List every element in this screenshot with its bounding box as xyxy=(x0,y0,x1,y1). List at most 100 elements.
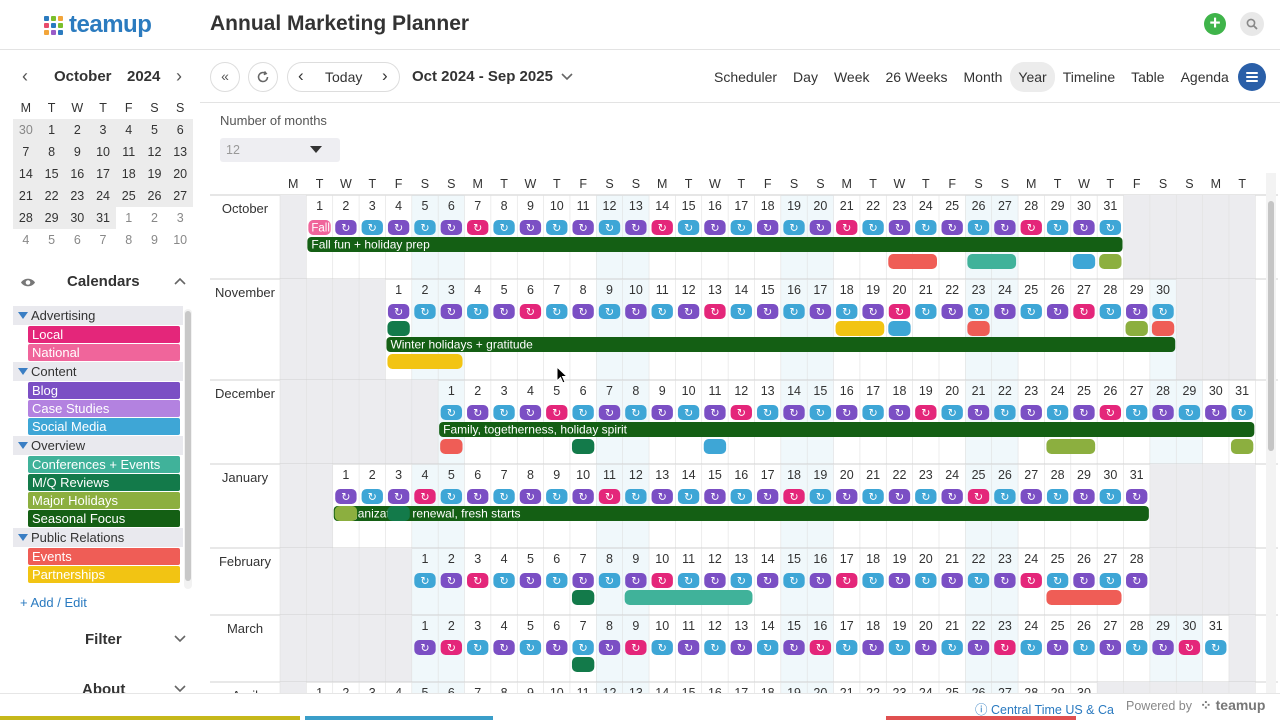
event-chip[interactable] xyxy=(467,573,489,588)
event-chip[interactable] xyxy=(493,640,515,655)
add-event-button[interactable]: + xyxy=(1204,13,1226,35)
mini-day[interactable]: 18 xyxy=(115,163,142,185)
event-chip[interactable] xyxy=(703,439,727,454)
event-chip[interactable] xyxy=(387,220,410,235)
mini-day[interactable]: 20 xyxy=(167,163,194,185)
event-chip[interactable] xyxy=(440,304,463,319)
event-chip[interactable] xyxy=(994,220,1016,235)
event-chip[interactable] xyxy=(836,304,858,319)
event-chip[interactable] xyxy=(836,640,858,655)
event-chip[interactable] xyxy=(888,321,911,336)
view-month-button[interactable]: Month xyxy=(963,69,1003,85)
filter-section[interactable]: Filter xyxy=(85,631,122,648)
menu-button[interactable] xyxy=(1238,63,1266,91)
eye-icon[interactable] xyxy=(20,277,36,288)
event-chip[interactable] xyxy=(888,489,911,504)
event-chip[interactable] xyxy=(1099,573,1122,588)
event-chip[interactable] xyxy=(1230,439,1254,454)
event-chip[interactable] xyxy=(651,405,673,420)
event-chip[interactable] xyxy=(651,220,673,235)
mini-day[interactable]: 16 xyxy=(64,163,91,185)
event-chip[interactable] xyxy=(546,220,568,235)
event-chip[interactable] xyxy=(625,489,647,504)
mini-day[interactable]: 1 xyxy=(38,119,65,141)
search-button[interactable] xyxy=(1240,12,1264,36)
calendar-item[interactable]: Events xyxy=(28,548,180,565)
event-chip[interactable] xyxy=(994,640,1016,655)
event-chip[interactable] xyxy=(835,321,885,336)
calendar-group[interactable]: Overview xyxy=(13,436,183,455)
collapse-sidebar-button[interactable]: « xyxy=(210,62,240,92)
event-chip[interactable] xyxy=(493,489,515,504)
event-chip[interactable] xyxy=(1020,405,1042,420)
event-chip[interactable] xyxy=(809,489,832,504)
event-chip[interactable] xyxy=(1073,405,1095,420)
event-chip[interactable] xyxy=(783,489,805,504)
event-chip[interactable] xyxy=(571,439,595,454)
event-chip[interactable] xyxy=(756,640,779,655)
event-chip[interactable] xyxy=(967,405,990,420)
calendar-item[interactable]: Conferences + Events xyxy=(28,456,180,473)
prev-range-button[interactable]: ‹ xyxy=(298,66,304,85)
calendar-list-scrollbar[interactable] xyxy=(184,309,192,589)
event-chip[interactable] xyxy=(1046,489,1069,504)
add-edit-link[interactable]: + Add / Edit xyxy=(20,595,87,610)
event-chip[interactable] xyxy=(467,405,489,420)
event-chip[interactable] xyxy=(1099,640,1122,655)
calendar-group[interactable]: Advertising xyxy=(13,306,183,325)
mini-day[interactable]: 7 xyxy=(99,233,107,247)
event-chip[interactable] xyxy=(598,640,621,655)
event-chip[interactable] xyxy=(967,321,990,336)
mini-day[interactable]: 6 xyxy=(167,119,194,141)
event-chip[interactable] xyxy=(387,489,410,504)
event-chip[interactable] xyxy=(625,573,647,588)
event-chip[interactable] xyxy=(1046,439,1096,454)
event-chip[interactable] xyxy=(862,640,884,655)
event-chip[interactable] xyxy=(677,640,700,655)
event-chip[interactable] xyxy=(967,220,990,235)
event-chip[interactable] xyxy=(1126,573,1148,588)
mini-day[interactable]: 8 xyxy=(125,233,133,247)
event-chip[interactable] xyxy=(546,304,568,319)
event-chip[interactable] xyxy=(519,489,542,504)
event-chip[interactable] xyxy=(624,590,753,605)
refresh-button[interactable] xyxy=(248,62,278,92)
mini-day[interactable]: 19 xyxy=(141,163,168,185)
event-chip[interactable] xyxy=(1099,254,1122,269)
event-chip[interactable] xyxy=(519,220,542,235)
event-chip[interactable] xyxy=(704,489,726,504)
event-chip[interactable] xyxy=(598,304,621,319)
mini-day[interactable]: 24 xyxy=(90,185,116,207)
event-chip[interactable] xyxy=(625,405,647,420)
mini-day[interactable]: 10 xyxy=(173,233,188,247)
mini-day[interactable]: 23 xyxy=(64,185,91,207)
mini-day[interactable]: 7 xyxy=(13,141,39,163)
date-range-selector[interactable]: Oct 2024 - Sep 2025 xyxy=(412,68,573,85)
event-chip[interactable] xyxy=(1073,220,1095,235)
view-scheduler-button[interactable]: Scheduler xyxy=(714,69,778,85)
event-chip[interactable] xyxy=(1020,573,1042,588)
event-chip[interactable] xyxy=(598,220,621,235)
event-chip[interactable] xyxy=(994,573,1016,588)
event-chip[interactable] xyxy=(1152,640,1174,655)
event-chip[interactable] xyxy=(440,640,463,655)
event-chip[interactable] xyxy=(361,220,383,235)
event-chip[interactable] xyxy=(1046,220,1069,235)
event-chip[interactable] xyxy=(625,304,647,319)
mini-day[interactable]: 13 xyxy=(167,141,194,163)
event-chip[interactable] xyxy=(387,354,463,369)
calendar-item[interactable]: Social Media xyxy=(28,418,180,435)
event-chip[interactable] xyxy=(625,640,647,655)
event-chip[interactable] xyxy=(994,304,1016,319)
event-chip[interactable] xyxy=(730,304,752,319)
event-chip[interactable] xyxy=(677,489,700,504)
event-chip[interactable] xyxy=(941,640,963,655)
event-chip[interactable] xyxy=(730,640,752,655)
event-chip[interactable] xyxy=(730,573,752,588)
event-chip[interactable] xyxy=(862,573,884,588)
event-chip[interactable] xyxy=(467,220,489,235)
event-chip[interactable] xyxy=(598,405,621,420)
event-chip[interactable] xyxy=(598,489,621,504)
event-chip[interactable] xyxy=(836,573,858,588)
view-day-button[interactable]: Day xyxy=(793,69,818,85)
